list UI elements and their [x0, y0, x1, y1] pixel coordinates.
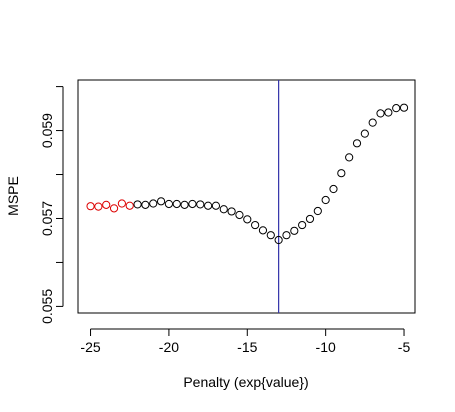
data-point — [321, 195, 330, 205]
data-point — [243, 215, 252, 224]
points-layer — [86, 103, 409, 245]
data-point — [274, 235, 283, 245]
data-point — [211, 201, 221, 210]
data-point — [352, 139, 362, 148]
x-tick-label: -20 — [159, 339, 179, 355]
data-point — [399, 103, 409, 112]
y-axis: 0.055 0.057 0.059 — [39, 86, 64, 324]
data-point — [266, 231, 275, 240]
data-point — [235, 210, 244, 220]
data-point — [329, 184, 338, 194]
plot-frame — [77, 79, 416, 314]
data-point — [86, 202, 95, 211]
x-tick-label: -25 — [80, 339, 100, 355]
y-axis-title: MSPE — [5, 176, 21, 216]
data-point — [125, 201, 134, 210]
data-point — [258, 226, 268, 235]
data-point — [149, 199, 158, 208]
data-point — [102, 200, 111, 209]
data-point — [360, 129, 369, 138]
data-point — [313, 206, 322, 216]
x-tick-label: -5 — [398, 339, 411, 355]
x-tick-label: -10 — [316, 339, 336, 355]
data-point — [282, 231, 291, 240]
data-point — [141, 200, 150, 209]
data-point — [345, 153, 354, 162]
data-point — [376, 109, 385, 118]
data-point — [164, 199, 174, 209]
y-tick-label: 0.059 — [39, 113, 55, 148]
data-point — [203, 201, 213, 210]
data-point — [219, 205, 228, 214]
x-axis-title: Penalty (exp{value}) — [183, 374, 308, 390]
data-point — [196, 200, 205, 209]
data-point — [94, 202, 103, 211]
data-point — [172, 199, 181, 209]
data-point — [188, 199, 197, 209]
data-point — [109, 204, 119, 213]
data-point — [305, 214, 315, 224]
data-point — [117, 199, 126, 208]
x-axis: -25 -20 -15 -10 -5 — [80, 328, 411, 355]
x-tick-label: -15 — [237, 339, 257, 355]
data-point — [227, 207, 236, 216]
data-point — [133, 200, 142, 209]
data-point — [290, 226, 299, 235]
data-point — [337, 169, 346, 178]
y-tick-label: 0.057 — [39, 201, 55, 236]
data-point — [392, 104, 401, 113]
data-point — [384, 108, 393, 117]
y-tick-label: 0.055 — [39, 289, 55, 324]
data-point — [298, 220, 307, 230]
data-point — [156, 197, 166, 206]
data-point — [368, 118, 377, 127]
data-point — [251, 220, 260, 230]
data-point — [180, 200, 189, 209]
